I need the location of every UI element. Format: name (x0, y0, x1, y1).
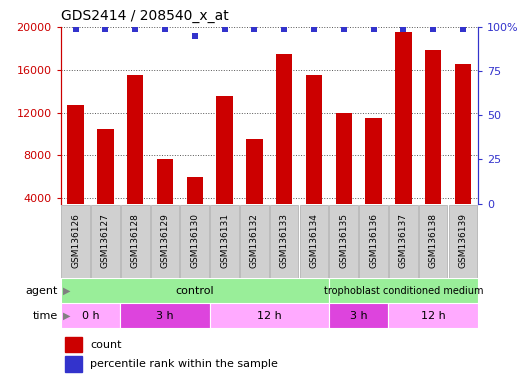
Text: agent: agent (26, 286, 58, 296)
Bar (186, 177, 203, 204)
Text: 3 h: 3 h (156, 311, 174, 321)
Text: GSM136130: GSM136130 (190, 214, 199, 268)
Bar (97, 129, 114, 204)
FancyBboxPatch shape (419, 205, 447, 278)
Bar (425, 50, 441, 204)
Bar (276, 54, 293, 204)
FancyBboxPatch shape (389, 303, 478, 328)
Point (310, 26, 318, 32)
Text: time: time (33, 311, 58, 321)
Point (250, 26, 259, 32)
Bar (216, 96, 233, 204)
Text: GSM136138: GSM136138 (429, 214, 438, 268)
FancyBboxPatch shape (240, 205, 269, 278)
Text: GSM136127: GSM136127 (101, 214, 110, 268)
FancyBboxPatch shape (181, 205, 209, 278)
Point (399, 26, 408, 32)
Bar (157, 159, 173, 204)
Text: GSM136134: GSM136134 (309, 214, 318, 268)
Bar (65, 356, 82, 372)
Bar (365, 118, 382, 204)
FancyBboxPatch shape (389, 205, 418, 278)
FancyBboxPatch shape (150, 205, 180, 278)
Text: GSM136137: GSM136137 (399, 214, 408, 268)
Point (220, 26, 229, 32)
Text: GSM136128: GSM136128 (131, 214, 140, 268)
FancyBboxPatch shape (329, 303, 389, 328)
FancyBboxPatch shape (329, 278, 478, 303)
Bar (336, 113, 352, 204)
Text: count: count (90, 339, 121, 349)
Text: GSM136132: GSM136132 (250, 214, 259, 268)
Point (340, 26, 348, 32)
Point (101, 26, 110, 32)
Text: 12 h: 12 h (257, 311, 281, 321)
FancyBboxPatch shape (120, 303, 210, 328)
FancyBboxPatch shape (210, 303, 329, 328)
Text: GSM136126: GSM136126 (71, 214, 80, 268)
FancyBboxPatch shape (210, 205, 239, 278)
Bar (395, 32, 411, 204)
FancyBboxPatch shape (61, 303, 120, 328)
Text: GSM136139: GSM136139 (458, 214, 467, 268)
Point (280, 26, 288, 32)
Point (71, 26, 80, 32)
Point (370, 26, 378, 32)
Text: 12 h: 12 h (421, 311, 446, 321)
Text: percentile rank within the sample: percentile rank within the sample (90, 359, 278, 369)
Bar (127, 75, 144, 204)
Point (161, 26, 169, 32)
FancyBboxPatch shape (329, 205, 358, 278)
FancyBboxPatch shape (61, 205, 90, 278)
Text: control: control (175, 286, 214, 296)
Text: GSM136136: GSM136136 (369, 214, 378, 268)
Point (429, 26, 437, 32)
FancyBboxPatch shape (121, 205, 149, 278)
Point (459, 26, 467, 32)
FancyBboxPatch shape (300, 205, 328, 278)
Bar (68, 105, 84, 204)
Text: trophoblast conditioned medium: trophoblast conditioned medium (324, 286, 483, 296)
Text: GSM136135: GSM136135 (340, 214, 348, 268)
Text: GSM136129: GSM136129 (161, 214, 169, 268)
Text: GSM136133: GSM136133 (280, 214, 289, 268)
Bar (306, 75, 322, 204)
Text: ▶: ▶ (63, 286, 71, 296)
Bar (65, 336, 82, 352)
Text: 3 h: 3 h (350, 311, 367, 321)
Text: GSM136131: GSM136131 (220, 214, 229, 268)
FancyBboxPatch shape (91, 205, 120, 278)
Point (191, 33, 199, 39)
FancyBboxPatch shape (270, 205, 298, 278)
Point (131, 26, 139, 32)
FancyBboxPatch shape (449, 205, 477, 278)
Text: ▶: ▶ (63, 311, 71, 321)
FancyBboxPatch shape (359, 205, 388, 278)
Text: GDS2414 / 208540_x_at: GDS2414 / 208540_x_at (61, 9, 229, 23)
Bar (246, 139, 262, 204)
Bar (455, 65, 471, 204)
FancyBboxPatch shape (61, 278, 329, 303)
Text: 0 h: 0 h (82, 311, 99, 321)
